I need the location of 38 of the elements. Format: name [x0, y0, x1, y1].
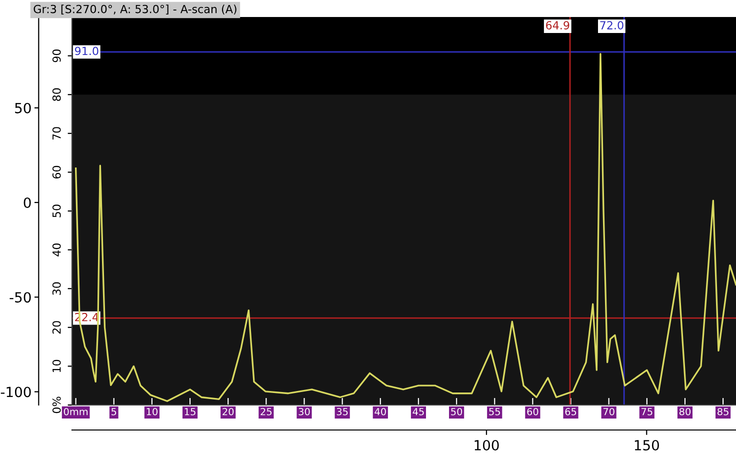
- ref-line-label: 72.0: [600, 21, 624, 30]
- x-tick-label: 80: [679, 408, 691, 416]
- y-tick-label: 80: [52, 88, 61, 101]
- y-tick-label: 50: [52, 204, 61, 218]
- chart-title: Gr:3 [S:270.0°, A: 53.0°] - A-scan (A): [34, 4, 236, 15]
- y-tick-label: 70: [52, 127, 61, 140]
- y-tick-label: 30: [52, 282, 61, 295]
- x-tick-label: 0mm: [64, 408, 88, 416]
- y2-tick-label: 0: [24, 197, 31, 208]
- x-tick-label: 60: [527, 408, 538, 416]
- y2-tick-label: 50: [15, 102, 31, 114]
- x-tick-label: 15: [184, 408, 196, 416]
- ref-line-label: 64.9: [546, 21, 570, 30]
- y-tick-label: 90: [52, 49, 61, 62]
- x-tick-label: 5: [112, 408, 116, 416]
- x-tick-label: 35: [336, 408, 348, 416]
- y-tick-label: 20: [52, 321, 61, 334]
- x2-tick-label: 100: [474, 440, 499, 450]
- y-tick-label: 10: [52, 360, 61, 372]
- x-tick-label: 65: [565, 408, 576, 416]
- x-tick-label: 50: [451, 408, 462, 416]
- x-tick-label: 45: [412, 408, 424, 416]
- x-tick-label: 20: [222, 408, 234, 416]
- y-tick-label: 0%: [52, 396, 61, 414]
- y2-tick-label: -100: [0, 386, 31, 398]
- x-tick-label: 55: [489, 408, 500, 416]
- y2-tick-label: -50: [10, 292, 31, 303]
- x-tick-label: 40: [374, 408, 386, 416]
- x-tick-label: 25: [260, 408, 272, 416]
- ref-line-label: 91.0: [74, 46, 98, 56]
- x-tick-label: 85: [718, 408, 728, 416]
- x-tick-label: 70: [603, 408, 614, 416]
- x2-tick-label: 150: [634, 440, 659, 450]
- y-tick-label: 40: [52, 243, 61, 256]
- x-tick-label: 75: [642, 408, 652, 416]
- y-tick-label: 60: [52, 166, 61, 178]
- x-tick-label: 30: [298, 408, 310, 416]
- x-tick-label: 10: [146, 408, 158, 416]
